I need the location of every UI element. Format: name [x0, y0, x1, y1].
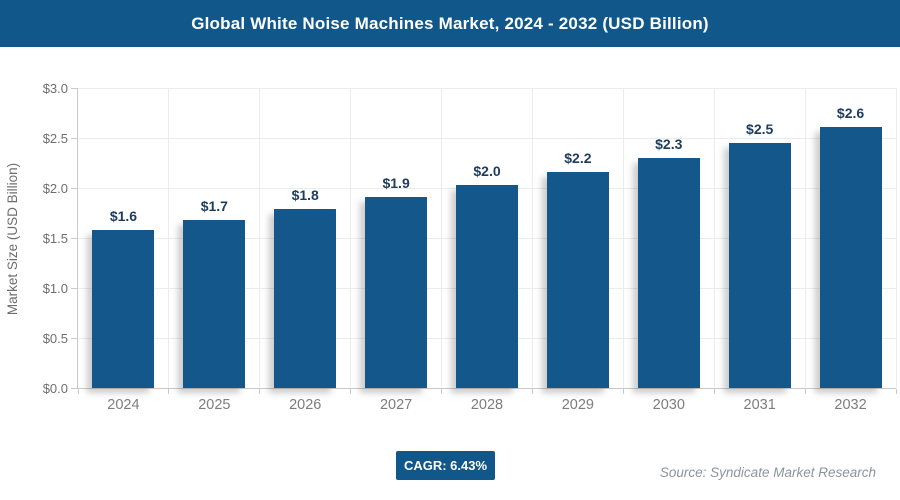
y-tick-label: $1.5	[42, 230, 68, 246]
x-tick-mark	[350, 389, 352, 394]
x-tick-mark	[168, 389, 170, 394]
y-tick-mark	[71, 87, 77, 89]
x-tick-label: 2026	[289, 397, 322, 413]
category-gridline	[350, 88, 352, 388]
bar-value-label: $1.8	[291, 187, 319, 203]
y-tick-label: $3.0	[42, 80, 68, 96]
bar-value-label: $2.0	[473, 163, 501, 179]
category-gridline	[441, 88, 443, 388]
category-gridline	[531, 88, 533, 388]
chart-title-bar: Global White Noise Machines Market, 2024…	[0, 0, 900, 47]
y-gridline	[78, 137, 896, 139]
bar-value-label: $2.3	[655, 136, 683, 152]
x-tick-mark	[895, 389, 897, 394]
x-tick-label: 2028	[470, 397, 504, 413]
x-tick-label: 2024	[107, 397, 140, 413]
bar-2029	[546, 172, 609, 388]
bar-value-label: $2.5	[746, 121, 774, 137]
bar-2024	[92, 230, 155, 388]
x-tick-label: 2029	[561, 397, 594, 413]
bar-2027	[365, 197, 428, 388]
x-tick-mark	[622, 389, 624, 394]
y-tick-mark	[71, 387, 77, 389]
source-attribution: Source: Syndicate Market Research	[659, 465, 876, 480]
y-gridline	[78, 87, 896, 89]
category-gridline	[622, 88, 624, 388]
cagr-badge: CAGR: 6.43%	[396, 451, 495, 480]
bar-value-label: $2.6	[836, 105, 865, 121]
plot-area: $0.0 $0.5 $1.0 $1.5 $2.0 $2.5 $3.0 $1.6 2024 $1.7…	[43, 82, 897, 413]
y-axis-title: Market Size (USD Billion)	[5, 162, 20, 316]
y-tick-label: $1.0	[42, 280, 68, 296]
bar-2030	[637, 158, 700, 388]
y-tick-label: $2.0	[42, 180, 68, 196]
x-tick-mark	[441, 389, 443, 394]
y-tick-label: $0.5	[42, 330, 68, 346]
x-tick-mark	[713, 389, 715, 394]
x-tick-mark	[259, 389, 261, 394]
y-tick-mark	[71, 137, 77, 139]
category-gridline	[259, 88, 261, 388]
category-gridline	[804, 88, 806, 388]
y-axis-line	[77, 88, 78, 388]
x-tick-label: 2030	[652, 397, 685, 413]
chart-title: Global White Noise Machines Market, 2024…	[191, 13, 709, 33]
x-tick-label: 2031	[743, 397, 776, 413]
y-tick-label: $0.0	[42, 380, 68, 396]
x-tick-mark	[804, 389, 806, 394]
x-axis-line	[72, 388, 896, 389]
bar-2026	[274, 209, 337, 388]
y-tick-label: $2.5	[42, 130, 68, 146]
x-tick-label: 2027	[379, 397, 413, 413]
category-gridline	[713, 88, 715, 388]
x-tick-mark	[77, 389, 79, 394]
bar-value-label: $1.7	[200, 198, 228, 214]
y-tick-mark	[71, 187, 77, 189]
y-tick-mark	[71, 337, 77, 339]
x-tick-label: 2025	[198, 397, 231, 413]
bar-2031	[728, 143, 791, 388]
bar-value-label: $1.9	[382, 175, 410, 191]
bar-value-label: $2.2	[564, 150, 592, 166]
x-tick-label: 2032	[834, 397, 867, 413]
bar-2028	[456, 185, 518, 388]
x-tick-mark	[531, 389, 533, 394]
bar-2032	[819, 127, 882, 388]
bar-value-label: $1.6	[109, 208, 138, 224]
y-tick-mark	[71, 237, 77, 239]
bar-2025	[183, 220, 246, 388]
category-gridline	[895, 88, 897, 388]
category-gridline	[168, 88, 170, 388]
y-tick-mark	[71, 287, 77, 289]
